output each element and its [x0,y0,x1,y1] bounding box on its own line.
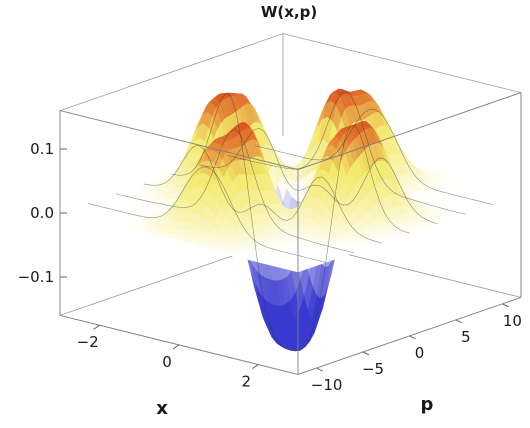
tick-mark [316,367,323,372]
tick-mark [502,303,509,308]
z-tick-label: −0.1 [18,268,54,286]
p-tick-label: −5 [362,360,384,378]
box-edge-front [59,110,299,171]
z-tick-label: 0.1 [30,140,54,158]
mesh-line [199,127,438,224]
surface-patch [292,269,303,273]
p-axis-label: p [421,394,434,415]
p-tick-label: 10 [503,312,522,330]
axis-ticks [60,148,509,372]
mesh-line [171,92,410,352]
mesh-line [143,144,382,244]
p-tick-label: −10 [311,376,343,394]
box-edge-back [59,33,284,111]
chart-title: W(x,p) [261,3,317,21]
box-edge-front [297,92,522,171]
axis-tick-labels: −2 0 2 −10 −5 0 5 10 0.1 0.0 −0.1 [18,140,522,394]
tick-mark [455,319,463,324]
x-axis-label: x [156,398,168,419]
tick-mark [409,335,416,340]
p-tick-label: 0 [415,344,425,362]
tick-mark [252,364,259,369]
tick-mark [93,324,100,330]
x-tick-label: −2 [77,333,99,351]
mesh-line [227,90,466,215]
x-tick-label: 0 [162,353,172,371]
mesh-line [255,108,494,205]
z-tick-label: 0.0 [30,204,54,222]
p-tick-label: 5 [461,328,471,346]
wigner-surface [59,88,522,352]
mesh-line [115,129,354,253]
mesh-line [87,166,326,263]
tick-mark [362,351,370,356]
tick-mark [172,344,180,350]
box-edge-back [282,33,522,93]
x-tick-label: 2 [242,373,252,391]
